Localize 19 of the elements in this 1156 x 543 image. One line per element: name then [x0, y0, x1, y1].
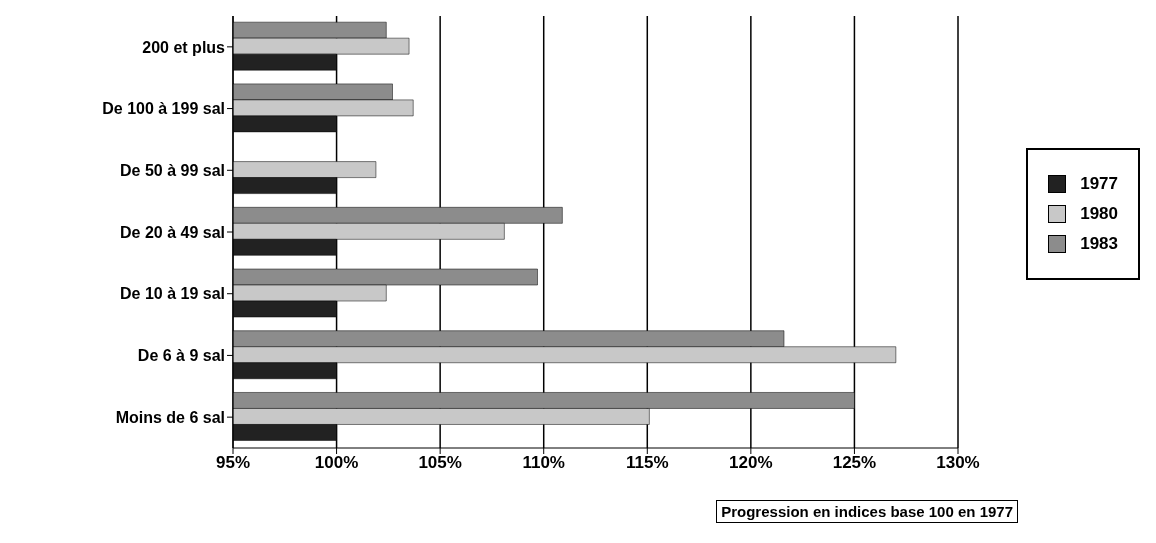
legend-label: 1983: [1080, 234, 1118, 254]
x-tick-label: 110%: [522, 453, 565, 473]
x-tick-label: 120%: [729, 453, 773, 473]
x-tick-label: 130%: [936, 453, 980, 473]
y-tick-label: De 20 à 49 sal: [120, 223, 225, 241]
x-tick-label: 115%: [626, 453, 669, 473]
y-tick-label: De 10 à 19 sal: [120, 285, 225, 303]
y-tick-label: De 100 à 199 sal: [102, 100, 225, 118]
text: Progression en indices base 100 en 1977: [716, 500, 1018, 523]
y-tick-label: Moins de 6 sal: [115, 408, 225, 426]
x-tick-label: 125%: [832, 453, 877, 473]
legend-label: 1980: [1080, 204, 1118, 224]
y-tick-label: 200 et plus: [142, 38, 226, 56]
x-tick-label: 95%: [215, 453, 251, 473]
y-tick-label: De 50 à 99 sal: [120, 161, 225, 179]
x-tick-label: 100%: [314, 453, 359, 473]
legend-label: 1977: [1080, 174, 1118, 194]
x-tick-label: 105%: [418, 453, 462, 473]
y-tick-label: De 6 à 9 sal: [137, 347, 225, 365]
